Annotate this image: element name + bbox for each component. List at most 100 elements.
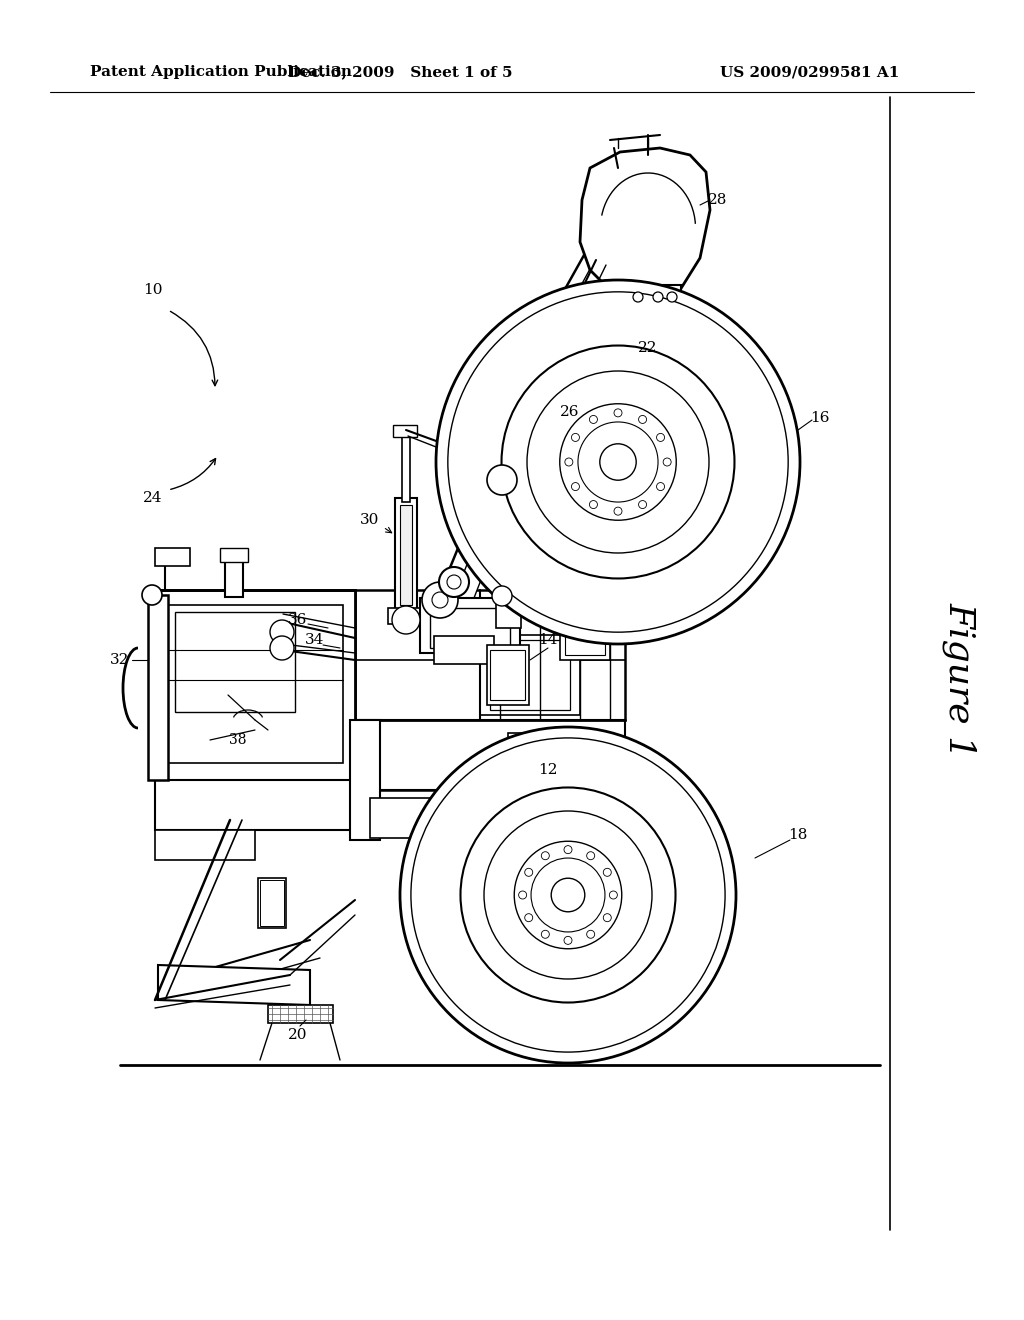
Polygon shape: [702, 595, 731, 619]
Polygon shape: [409, 944, 429, 973]
Polygon shape: [467, 826, 504, 866]
Polygon shape: [549, 978, 587, 1001]
Bar: [355, 719, 625, 789]
Polygon shape: [401, 907, 416, 935]
Polygon shape: [426, 978, 451, 1006]
Circle shape: [600, 444, 636, 480]
Polygon shape: [461, 546, 485, 576]
Polygon shape: [428, 248, 604, 598]
Circle shape: [439, 568, 469, 597]
Polygon shape: [776, 500, 795, 529]
Polygon shape: [633, 826, 669, 866]
Circle shape: [633, 292, 643, 302]
Polygon shape: [703, 462, 734, 502]
Polygon shape: [406, 828, 424, 858]
Polygon shape: [509, 731, 538, 748]
Polygon shape: [667, 615, 696, 635]
Bar: [225, 554, 243, 597]
Bar: [487, 645, 529, 705]
Bar: [155, 780, 355, 830]
Polygon shape: [630, 628, 658, 643]
Bar: [148, 595, 168, 780]
Bar: [480, 635, 580, 715]
Bar: [550, 799, 605, 838]
Polygon shape: [587, 729, 615, 744]
Bar: [560, 620, 610, 660]
Circle shape: [400, 727, 736, 1063]
Circle shape: [656, 483, 665, 491]
Bar: [480, 799, 540, 838]
Bar: [168, 605, 343, 763]
Polygon shape: [483, 1031, 512, 1051]
Circle shape: [571, 433, 580, 441]
Polygon shape: [400, 867, 413, 895]
Circle shape: [560, 404, 676, 520]
Bar: [400, 506, 412, 605]
Text: US 2009/0299581 A1: US 2009/0299581 A1: [720, 65, 900, 79]
Polygon shape: [784, 421, 799, 450]
Circle shape: [270, 636, 294, 660]
Text: 24: 24: [143, 491, 163, 506]
Polygon shape: [485, 949, 526, 989]
Polygon shape: [514, 789, 553, 822]
Bar: [155, 830, 255, 861]
Polygon shape: [505, 305, 535, 329]
Polygon shape: [509, 387, 548, 430]
Circle shape: [542, 931, 549, 939]
Polygon shape: [445, 257, 606, 598]
Circle shape: [524, 869, 532, 876]
Text: 28: 28: [709, 193, 728, 207]
Polygon shape: [647, 895, 676, 932]
Bar: [155, 590, 355, 780]
Polygon shape: [560, 347, 602, 383]
Polygon shape: [515, 602, 544, 626]
Circle shape: [564, 936, 572, 944]
Bar: [626, 285, 681, 310]
Bar: [434, 636, 494, 664]
Circle shape: [514, 841, 622, 949]
Bar: [258, 878, 286, 928]
Circle shape: [392, 606, 420, 634]
Bar: [268, 1005, 333, 1023]
Polygon shape: [664, 520, 708, 562]
Bar: [508, 733, 563, 768]
Text: 22: 22: [638, 341, 657, 355]
Polygon shape: [502, 462, 532, 502]
Circle shape: [531, 858, 605, 932]
Polygon shape: [442, 764, 470, 791]
Polygon shape: [578, 281, 606, 296]
Text: 12: 12: [539, 763, 558, 777]
Bar: [508, 768, 563, 793]
Circle shape: [142, 585, 162, 605]
Text: 10: 10: [143, 282, 163, 297]
Circle shape: [411, 738, 725, 1052]
Circle shape: [578, 422, 658, 502]
Circle shape: [609, 891, 617, 899]
Polygon shape: [723, 895, 735, 923]
Circle shape: [639, 500, 646, 508]
Polygon shape: [693, 968, 716, 997]
Circle shape: [524, 913, 532, 921]
Bar: [565, 624, 605, 655]
Bar: [430, 609, 510, 648]
Circle shape: [436, 280, 800, 644]
Polygon shape: [610, 949, 650, 989]
Polygon shape: [724, 321, 752, 347]
Text: 36: 36: [289, 612, 307, 627]
Circle shape: [422, 582, 458, 618]
Circle shape: [603, 869, 611, 876]
Polygon shape: [624, 739, 652, 759]
Circle shape: [614, 409, 622, 417]
Text: 16: 16: [810, 411, 829, 425]
Polygon shape: [437, 474, 453, 503]
Polygon shape: [476, 329, 503, 356]
Circle shape: [664, 458, 671, 466]
Polygon shape: [712, 933, 730, 962]
Text: 30: 30: [360, 513, 380, 527]
Polygon shape: [655, 285, 685, 304]
Bar: [175, 612, 295, 711]
Polygon shape: [484, 577, 512, 603]
Polygon shape: [528, 520, 572, 562]
Polygon shape: [771, 383, 792, 413]
Polygon shape: [437, 434, 450, 462]
